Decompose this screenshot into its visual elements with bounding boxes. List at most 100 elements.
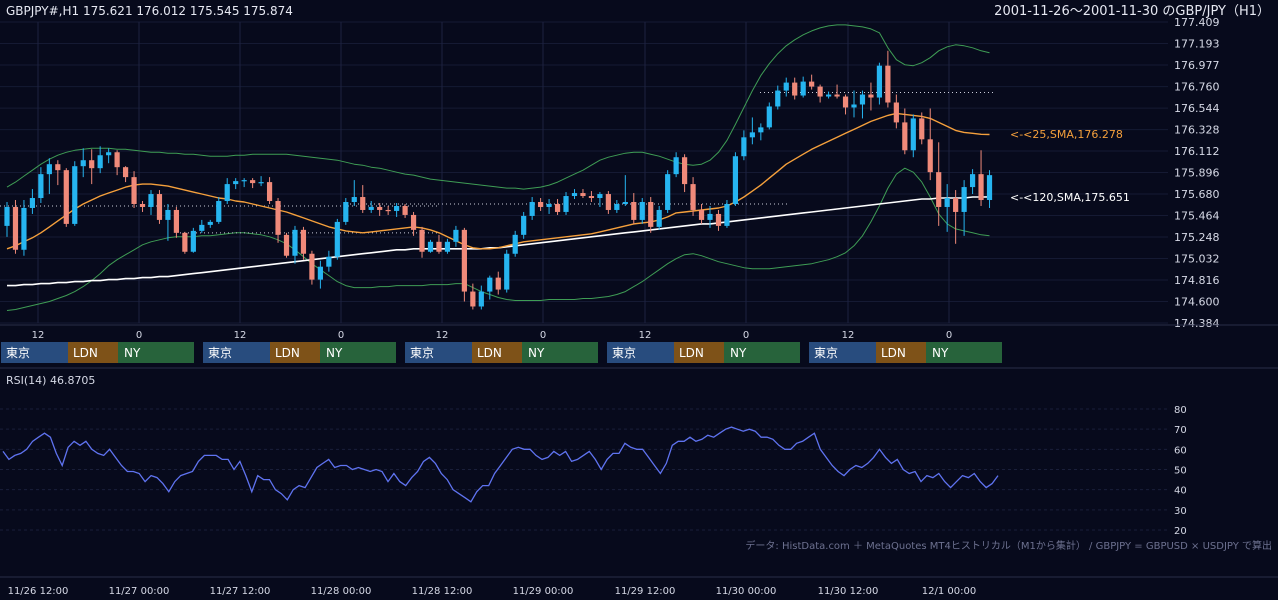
candle — [419, 226, 425, 258]
candle — [470, 283, 476, 310]
candle-body — [588, 196, 595, 199]
candle — [165, 203, 171, 241]
london-session — [876, 342, 926, 363]
candle-body — [258, 182, 264, 184]
date-tick-label: 11/27 00:00 — [109, 586, 170, 597]
london-label: LDN — [275, 346, 300, 360]
tokyo-label: 東京 — [612, 346, 636, 360]
candle-body — [72, 166, 78, 224]
candle — [927, 108, 933, 181]
price-tick-label: 176.544 — [1174, 102, 1220, 115]
candle-body — [944, 198, 950, 207]
candle-body — [427, 241, 434, 252]
session-day: 東京 LDN NY — [203, 342, 396, 363]
rsi-axis: 80 70 60 50 40 30 20 — [1174, 405, 1187, 537]
hour-tick-label: 0 — [540, 330, 546, 341]
candle-body — [876, 65, 883, 98]
candle — [4, 202, 10, 237]
candle-body — [902, 122, 908, 151]
candle-body — [402, 205, 408, 215]
candle-body — [546, 203, 552, 207]
newyork-session — [926, 342, 1002, 363]
candle-body — [622, 202, 628, 204]
candle — [156, 190, 163, 224]
candle — [334, 218, 340, 260]
candle — [834, 84, 840, 99]
candle-body — [190, 230, 196, 252]
candle — [546, 199, 552, 214]
candle-body — [461, 229, 467, 292]
candle — [241, 178, 247, 188]
tokyo-session — [405, 342, 472, 363]
candle — [97, 146, 103, 174]
candle-body — [732, 156, 739, 204]
candle — [12, 200, 19, 254]
newyork-label: NY — [124, 346, 141, 360]
candle — [910, 114, 916, 158]
candle-body — [55, 164, 61, 171]
candle — [385, 205, 391, 215]
candle — [944, 184, 950, 232]
session-day: 東京 LDN NY — [607, 342, 800, 363]
newyork-session — [320, 342, 396, 363]
candle — [410, 211, 417, 236]
candle — [868, 82, 874, 111]
sma25-line — [6, 112, 990, 250]
london-session — [270, 342, 320, 363]
candle-body — [470, 291, 476, 307]
candle-body — [495, 277, 501, 290]
rsi-tick-label: 70 — [1174, 425, 1187, 436]
hour-axis: 12 0 12 0 12 0 12 0 12 0 — [32, 330, 953, 341]
candle-body — [275, 201, 281, 235]
price-tick-label: 175.680 — [1174, 188, 1220, 201]
candle — [182, 231, 188, 254]
candle-body — [910, 118, 916, 151]
candle-body — [21, 207, 27, 250]
date-axis: 11/26 12:00 11/27 00:00 11/27 12:00 11/28 0… — [8, 586, 977, 597]
newyork-label: NY — [932, 346, 949, 360]
candle-body — [766, 106, 772, 128]
candlesticks — [4, 50, 993, 310]
candle — [89, 149, 95, 185]
rsi-tick-label: 30 — [1174, 506, 1187, 517]
candle — [292, 225, 298, 264]
candle-body — [89, 160, 95, 169]
candle — [698, 203, 705, 224]
candle-body — [106, 152, 112, 156]
candle — [885, 50, 891, 108]
candle-body — [478, 291, 484, 307]
candle — [817, 84, 823, 103]
candle — [538, 198, 544, 211]
candle-body — [927, 139, 933, 173]
candle-body — [317, 266, 323, 280]
candle — [351, 180, 357, 206]
bollinger-upper-line — [6, 24, 990, 190]
tokyo-label: 東京 — [6, 346, 30, 360]
london-label: LDN — [881, 346, 906, 360]
candle — [55, 160, 61, 186]
date-tick-label: 11/27 12:00 — [210, 586, 271, 597]
candle-body — [953, 198, 959, 212]
candle-body — [453, 229, 459, 242]
hour-tick-label: 12 — [842, 330, 855, 341]
candle — [487, 275, 493, 300]
candle-body — [834, 94, 840, 97]
rsi-tick-label: 20 — [1174, 526, 1187, 537]
candle-body — [38, 174, 44, 199]
candle — [233, 178, 239, 190]
candle-body — [775, 90, 781, 107]
candle — [80, 148, 86, 178]
candle-body — [394, 205, 400, 211]
candle-body — [63, 170, 69, 224]
candle-body — [377, 206, 383, 210]
candle — [38, 167, 44, 203]
candle-body — [343, 202, 349, 222]
candle — [682, 154, 688, 193]
session-day: 東京 LDN NY — [405, 342, 598, 363]
candle-body — [29, 198, 36, 208]
date-tick-label: 11/30 00:00 — [716, 586, 777, 597]
sma25-label: <-<25,SMA,176.278 — [1010, 128, 1123, 141]
candle-body — [597, 194, 603, 199]
candle-body — [538, 202, 544, 207]
candle — [622, 175, 628, 206]
